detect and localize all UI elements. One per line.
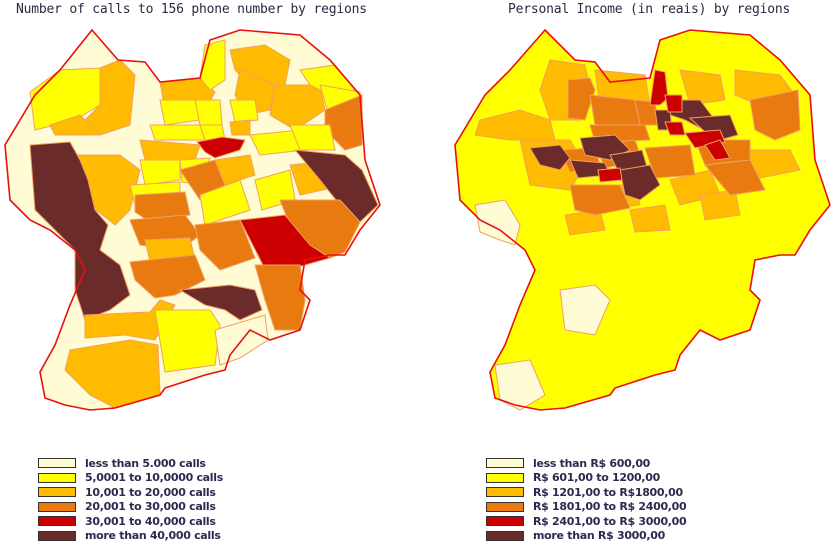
- region: [688, 114, 739, 141]
- legend-item: R$ 1801,00 to R$ 2400,00: [486, 500, 687, 515]
- legend-item: R$ 601,00 to 1200,00: [486, 471, 686, 486]
- region: [749, 89, 801, 141]
- legend-label: R$ 601,00 to 1200,00: [533, 471, 660, 485]
- region: [229, 119, 251, 136]
- region: [704, 159, 766, 196]
- legend-label: 20,001 to 30,000 calls: [85, 500, 216, 514]
- region: [664, 94, 683, 113]
- region: [229, 99, 259, 123]
- legend-swatch: [38, 458, 76, 469]
- legend-item: 10,001 to 20,000 calls: [38, 485, 223, 500]
- region: [629, 204, 671, 233]
- region: [569, 184, 631, 216]
- legend-label: 5,0001 to 10,0000 calls: [85, 471, 223, 485]
- legend-swatch: [486, 487, 524, 498]
- legend-swatch: [486, 516, 524, 527]
- region: [597, 167, 623, 183]
- calls-legend: less than 5.000 calls 5,0001 to 10,0000 …: [38, 456, 223, 543]
- region: [494, 359, 546, 411]
- legend-label: less than 5.000 calls: [85, 456, 206, 470]
- legend-label: R$ 2401,00 to R$ 3000,00: [533, 514, 687, 528]
- region: [194, 99, 223, 126]
- region: [664, 121, 686, 136]
- region: [129, 254, 206, 299]
- region: [589, 94, 641, 126]
- region: [49, 114, 102, 136]
- legend-label: more than R$ 3000,00: [533, 529, 665, 543]
- calls-map-panel: Number of calls to 156 phone number by r…: [4, 2, 381, 543]
- legend-item: R$ 2401,00 to R$ 3000,00: [486, 514, 687, 529]
- region: [699, 189, 741, 221]
- legend-swatch: [486, 530, 524, 541]
- region: [289, 124, 336, 151]
- legend-swatch: [486, 501, 524, 512]
- region: [474, 199, 521, 246]
- region: [214, 154, 256, 186]
- region: [178, 284, 263, 321]
- legend-label: less than R$ 600,00: [533, 456, 651, 470]
- region: [567, 77, 596, 121]
- legend-swatch: [486, 472, 524, 483]
- income-legend: less than R$ 600,00 R$ 601,00 to 1200,00…: [486, 456, 687, 544]
- income-map-title: Personal Income (in reais) by regions: [508, 2, 791, 17]
- legend-label: 30,001 to 40,000 calls: [85, 514, 216, 528]
- legend-item: 20,001 to 30,000 calls: [38, 500, 223, 515]
- region: [293, 149, 379, 223]
- region: [704, 139, 731, 161]
- legend-swatch: [38, 516, 76, 527]
- region: [154, 309, 221, 373]
- legend-swatch: [38, 530, 76, 541]
- legend-swatch: [38, 487, 76, 498]
- legend-label: R$ 1801,00 to R$ 2400,00: [533, 500, 687, 514]
- legend-item: more than 40,000 calls: [38, 529, 223, 544]
- region: [149, 124, 206, 141]
- region: [159, 99, 201, 126]
- city-boundary: [4, 28, 381, 411]
- legend-swatch: [486, 458, 524, 469]
- region: [194, 219, 256, 271]
- region: [679, 69, 726, 106]
- region: [139, 159, 181, 186]
- income-map-panel: Personal Income (in reais) by regions: [420, 0, 839, 547]
- region: [196, 136, 246, 159]
- region: [619, 164, 661, 201]
- legend-swatch: [38, 472, 76, 483]
- legend-item: 30,001 to 40,000 calls: [38, 514, 223, 529]
- legend-item: less than 5.000 calls: [38, 456, 223, 471]
- region: [529, 144, 571, 171]
- city-boundary: [454, 28, 831, 411]
- legend-item: R$ 1201,00 to R$1800,00: [486, 485, 686, 500]
- region: [29, 141, 131, 321]
- region: [79, 59, 136, 136]
- legend-label: 10,001 to 20,000 calls: [85, 485, 216, 499]
- legend-item: more than R$ 3000,00: [486, 529, 686, 544]
- legend-swatch: [38, 501, 76, 512]
- income-choropleth-map: [454, 28, 831, 411]
- region: [199, 179, 251, 226]
- legend-item: 5,0001 to 10,0000 calls: [38, 471, 223, 486]
- legend-label: more than 40,000 calls: [85, 529, 221, 543]
- region: [649, 69, 669, 106]
- region: [559, 284, 611, 336]
- legend-item: less than R$ 600,00: [486, 456, 686, 471]
- legend-label: R$ 1201,00 to R$1800,00: [533, 485, 683, 499]
- calls-map-title: Number of calls to 156 phone number by r…: [16, 2, 367, 17]
- calls-choropleth-map: [4, 28, 381, 411]
